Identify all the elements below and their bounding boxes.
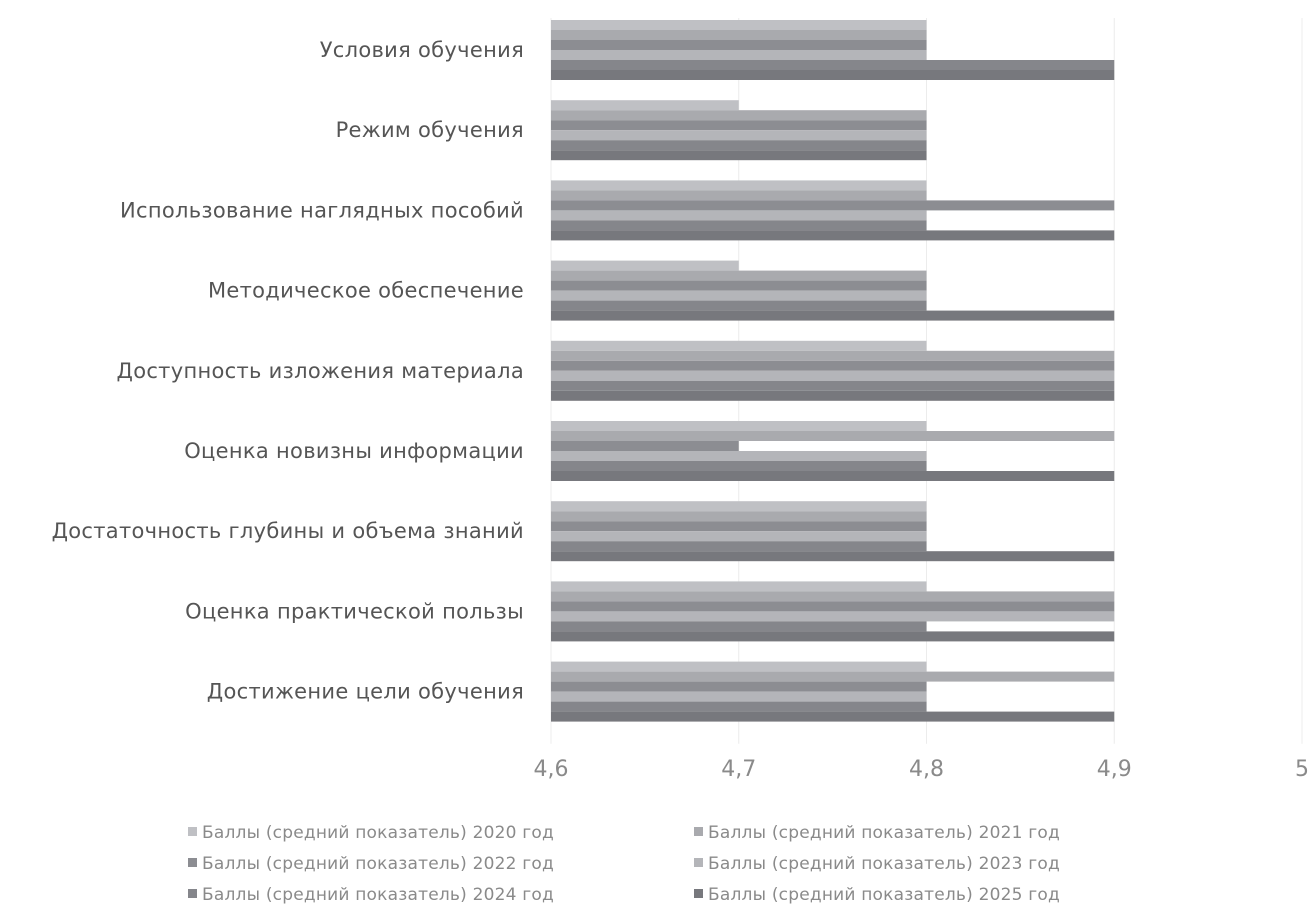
legend-swatch bbox=[694, 858, 703, 867]
category-label: Достаточность глубины и объема знаний bbox=[52, 519, 524, 543]
bar bbox=[551, 180, 927, 191]
bar bbox=[551, 350, 1115, 361]
x-tick-label: 4,6 bbox=[534, 757, 569, 782]
bar bbox=[551, 671, 1115, 682]
bar bbox=[551, 471, 1115, 481]
bar bbox=[551, 621, 927, 632]
bar bbox=[551, 370, 1115, 381]
bar bbox=[551, 461, 927, 471]
bar bbox=[551, 270, 927, 281]
category-label: Оценка новизны информации bbox=[184, 439, 524, 463]
bar bbox=[551, 441, 739, 451]
bar bbox=[551, 380, 1115, 391]
bar bbox=[551, 130, 927, 141]
bar bbox=[551, 531, 927, 542]
category-label: Использование наглядных пособий bbox=[120, 198, 524, 222]
bar bbox=[551, 611, 1115, 622]
legend-label: Баллы (средний показатель) 2023 год bbox=[708, 854, 1060, 874]
bar bbox=[551, 210, 927, 221]
bar bbox=[551, 190, 927, 201]
category-label: Доступность изложения материала bbox=[116, 359, 524, 383]
bar bbox=[551, 431, 1115, 441]
x-tick-label: 4,7 bbox=[721, 757, 756, 782]
x-tick-label: 4,9 bbox=[1097, 757, 1132, 782]
bar bbox=[551, 200, 1115, 211]
category-label: Оценка практической пользы bbox=[185, 599, 524, 623]
legend-swatch bbox=[188, 827, 197, 836]
bar bbox=[551, 701, 927, 712]
bar bbox=[551, 20, 927, 30]
bar bbox=[551, 691, 927, 702]
bar bbox=[551, 661, 927, 672]
category-label: Методическое обеспечение bbox=[208, 279, 524, 303]
bar bbox=[551, 360, 1115, 371]
bar bbox=[551, 290, 927, 301]
legend-swatch bbox=[188, 889, 197, 898]
bar bbox=[551, 230, 1115, 241]
bar bbox=[551, 60, 1115, 70]
bar bbox=[551, 300, 927, 311]
bar bbox=[551, 310, 1115, 321]
bar bbox=[551, 40, 927, 50]
x-tick-label: 5 bbox=[1295, 757, 1309, 782]
bar bbox=[551, 220, 927, 231]
bar bbox=[551, 711, 1115, 722]
bar bbox=[551, 601, 1115, 612]
bar bbox=[551, 501, 927, 512]
bar bbox=[551, 521, 927, 532]
bar bbox=[551, 451, 927, 461]
legend-label: Баллы (средний показатель) 2022 год bbox=[202, 854, 554, 874]
bar bbox=[551, 581, 927, 592]
bar bbox=[551, 681, 927, 692]
bar bbox=[551, 150, 927, 161]
legend-label: Баллы (средний показатель) 2020 год bbox=[202, 823, 554, 843]
bar bbox=[551, 541, 927, 552]
legend-swatch bbox=[188, 858, 197, 867]
bar bbox=[551, 421, 927, 431]
legend-label: Баллы (средний показатель) 2025 год bbox=[708, 885, 1060, 905]
bar bbox=[551, 30, 927, 40]
legend-label: Баллы (средний показатель) 2024 год bbox=[202, 885, 554, 905]
bar bbox=[551, 70, 1115, 80]
x-tick-label: 4,8 bbox=[909, 757, 944, 782]
category-label: Режим обучения bbox=[336, 118, 524, 142]
legend-swatch bbox=[694, 889, 703, 898]
bar bbox=[551, 280, 927, 291]
legend-swatch bbox=[694, 827, 703, 836]
bar bbox=[551, 110, 927, 121]
legend-label: Баллы (средний показатель) 2021 год bbox=[708, 823, 1060, 843]
bar bbox=[551, 100, 739, 111]
bar bbox=[551, 551, 1115, 562]
category-label: Достижение цели обучения bbox=[207, 680, 524, 704]
bar bbox=[551, 120, 927, 131]
bar bbox=[551, 50, 927, 60]
bar bbox=[551, 340, 927, 351]
category-label: Условия обучения bbox=[320, 38, 524, 62]
bar bbox=[551, 631, 1115, 642]
bar bbox=[551, 260, 739, 271]
bar bbox=[551, 591, 1115, 602]
bar bbox=[551, 390, 1115, 401]
bar bbox=[551, 140, 927, 151]
bar bbox=[551, 511, 927, 522]
